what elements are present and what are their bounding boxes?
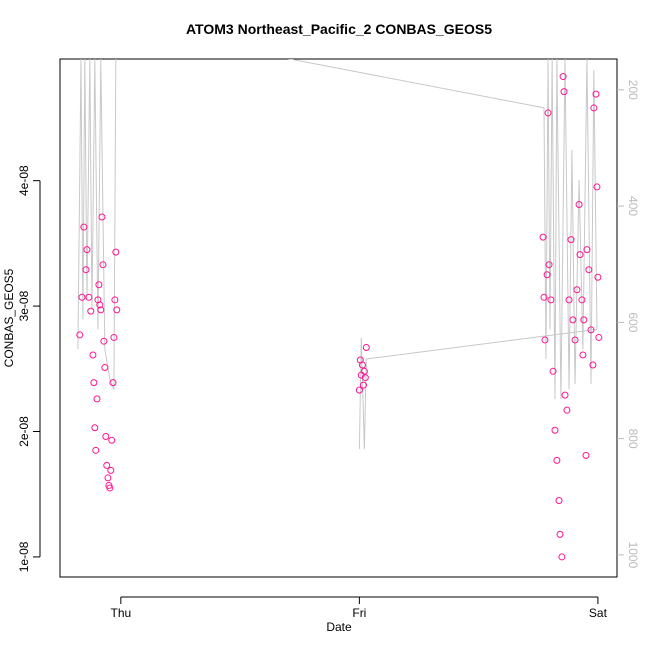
data-point bbox=[559, 73, 567, 81]
plot-area bbox=[76, 59, 603, 561]
data-point bbox=[569, 316, 577, 324]
data-point bbox=[108, 436, 116, 444]
data-point bbox=[582, 451, 590, 459]
data-point bbox=[93, 395, 101, 403]
data-point bbox=[78, 293, 86, 301]
data-point bbox=[590, 104, 598, 112]
y-tick-label: 4e-08 bbox=[17, 165, 31, 196]
data-point bbox=[571, 336, 579, 344]
data-line bbox=[77, 59, 598, 450]
y2-tick-label: 800 bbox=[626, 429, 640, 449]
data-point bbox=[560, 88, 568, 96]
data-point bbox=[589, 361, 597, 369]
data-point bbox=[595, 333, 603, 341]
y2-tick-label: 1000 bbox=[626, 542, 640, 569]
data-point bbox=[91, 424, 99, 432]
data-point bbox=[580, 316, 588, 324]
x-tick-label: Sat bbox=[589, 606, 608, 620]
x-tick-label: Thu bbox=[110, 606, 131, 620]
data-point bbox=[359, 381, 367, 389]
y2-tick-label: 400 bbox=[626, 196, 640, 216]
data-point bbox=[565, 296, 573, 304]
data-point bbox=[578, 296, 586, 304]
y2-tick-label: 200 bbox=[626, 80, 640, 100]
data-point bbox=[576, 251, 584, 259]
data-point bbox=[551, 426, 559, 434]
data-point bbox=[567, 236, 575, 244]
chart-title: ATOM3 Northeast_Pacific_2 CONBAS_GEOS5 bbox=[186, 21, 492, 37]
data-point bbox=[97, 306, 105, 314]
data-point bbox=[362, 343, 370, 351]
data-point bbox=[545, 261, 553, 269]
data-point bbox=[106, 484, 114, 492]
data-point bbox=[95, 281, 103, 289]
data-point bbox=[587, 326, 595, 334]
data-point bbox=[555, 496, 563, 504]
data-point bbox=[98, 213, 106, 221]
x-tick-label: Fri bbox=[352, 606, 366, 620]
y-tick-label: 3e-08 bbox=[17, 290, 31, 321]
y-tick-label: 2e-08 bbox=[17, 416, 31, 447]
data-point bbox=[594, 273, 602, 281]
data-point bbox=[573, 286, 581, 294]
data-point bbox=[539, 233, 547, 241]
data-point bbox=[543, 271, 551, 279]
data-point bbox=[90, 379, 98, 387]
data-point bbox=[358, 361, 366, 369]
data-point bbox=[89, 351, 97, 359]
data-point bbox=[99, 261, 107, 269]
data-point bbox=[111, 296, 119, 304]
data-point bbox=[113, 306, 121, 314]
data-point bbox=[593, 183, 601, 191]
data-point bbox=[585, 266, 593, 274]
data-point bbox=[547, 296, 555, 304]
data-point bbox=[549, 367, 557, 375]
data-point bbox=[104, 474, 112, 482]
plot-frame bbox=[59, 58, 618, 578]
data-point bbox=[107, 466, 115, 474]
data-point bbox=[102, 433, 110, 441]
y2-tick-label: 600 bbox=[626, 312, 640, 332]
data-point bbox=[561, 391, 569, 399]
data-point bbox=[541, 336, 549, 344]
data-point bbox=[579, 351, 587, 359]
data-point bbox=[87, 307, 95, 315]
data-point bbox=[96, 301, 104, 309]
data-point bbox=[76, 331, 84, 339]
data-point bbox=[109, 379, 117, 387]
x-axis-label: Date bbox=[326, 620, 352, 634]
data-point bbox=[558, 553, 566, 561]
data-point bbox=[82, 266, 90, 274]
data-point bbox=[83, 246, 91, 254]
y-axis-label: CONBAS_GEOS5 bbox=[2, 268, 16, 367]
y-tick-label: 1e-08 bbox=[17, 541, 31, 572]
data-point bbox=[540, 293, 548, 301]
data-point bbox=[112, 248, 120, 256]
data-point bbox=[592, 90, 600, 98]
data-point bbox=[100, 337, 108, 345]
data-point bbox=[355, 386, 363, 394]
data-point bbox=[553, 456, 561, 464]
data-point bbox=[583, 246, 591, 254]
data-point bbox=[80, 223, 88, 231]
data-point bbox=[361, 374, 369, 382]
data-point bbox=[103, 461, 111, 469]
data-point bbox=[101, 364, 109, 372]
data-point bbox=[575, 200, 583, 208]
data-point bbox=[110, 333, 118, 341]
data-point bbox=[556, 530, 564, 538]
data-point bbox=[85, 293, 93, 301]
data-point bbox=[563, 406, 571, 414]
data-point bbox=[544, 109, 552, 117]
data-point bbox=[92, 446, 100, 454]
